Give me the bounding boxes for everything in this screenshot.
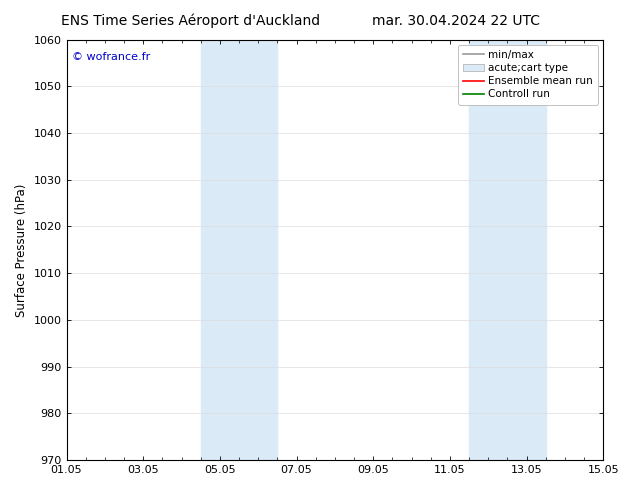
Bar <box>201 40 277 460</box>
Text: mar. 30.04.2024 22 UTC: mar. 30.04.2024 22 UTC <box>373 14 540 28</box>
Text: ENS Time Series Aéroport d'Auckland: ENS Time Series Aéroport d'Auckland <box>61 14 320 28</box>
Text: © wofrance.fr: © wofrance.fr <box>72 52 150 62</box>
Legend: min/max, acute;cart type, Ensemble mean run, Controll run: min/max, acute;cart type, Ensemble mean … <box>458 45 598 104</box>
Y-axis label: Surface Pressure (hPa): Surface Pressure (hPa) <box>15 183 28 317</box>
Bar <box>469 40 546 460</box>
